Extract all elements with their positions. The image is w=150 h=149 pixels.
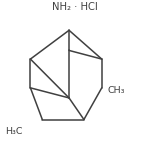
Text: H₃C: H₃C [5,127,23,136]
Text: CH₃: CH₃ [108,86,125,95]
Text: NH₂ · HCl: NH₂ · HCl [52,2,98,12]
